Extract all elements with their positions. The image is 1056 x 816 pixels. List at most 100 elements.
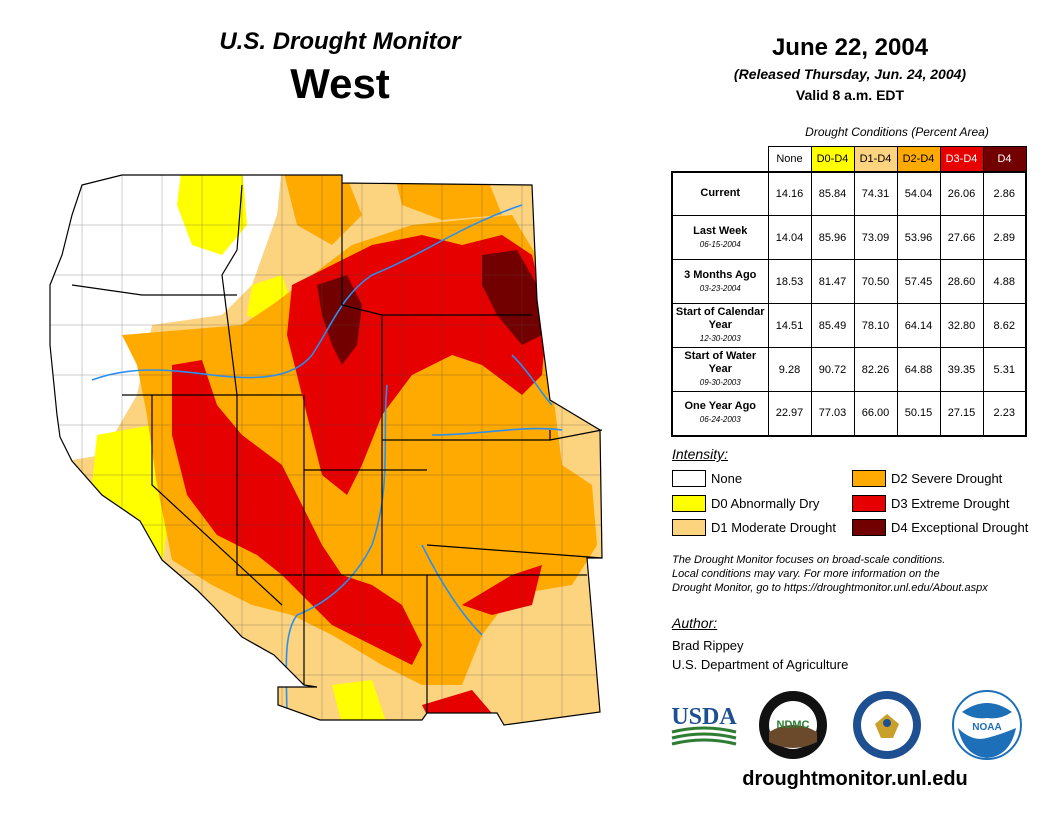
legend-item-d2: D2 Severe Drought <box>852 470 1002 487</box>
row-label: One Year Ago 06-24-2003 <box>671 391 769 436</box>
legend-item-d0: D0 Abnormally Dry <box>672 495 819 512</box>
value-cell: 14.51 <box>767 303 812 348</box>
note-line: The Drought Monitor focuses on broad-sca… <box>672 554 946 566</box>
value-cell: 64.88 <box>896 347 941 392</box>
noaa-logo-text: NOAA <box>972 722 1001 733</box>
row-label-text: Current <box>700 187 741 200</box>
header-d0-d4: D0-D4 <box>810 146 855 172</box>
row-label: Start of Water Year 09-30-2003 <box>671 347 769 392</box>
value-cell: 18.53 <box>767 259 812 304</box>
table-caption: Drought Conditions (Percent Area) <box>805 125 989 139</box>
value-cell: 9.28 <box>767 347 812 392</box>
table-row: One Year Ago 06-24-2003 22.97 77.03 66.00… <box>671 391 1027 436</box>
partner-logos: USDA NDMC NOAA <box>670 690 1040 760</box>
row-date: 03-23-2004 <box>699 283 741 293</box>
value-cell: 27.66 <box>939 215 984 260</box>
row-label: Start of Calendar Year 12-30-2003 <box>671 303 769 348</box>
row-date: 06-15-2004 <box>699 239 741 249</box>
row-label: Last Week 06-15-2004 <box>671 215 769 260</box>
value-cell: 22.97 <box>767 391 812 436</box>
value-cell: 82.26 <box>853 347 898 392</box>
header-blank-cell <box>672 147 768 172</box>
header-d2-d4: D2-D4 <box>896 146 941 172</box>
value-cell: 85.49 <box>810 303 855 348</box>
value-cell: 50.15 <box>896 391 941 436</box>
legend-swatch <box>852 495 886 512</box>
table-row: Start of Calendar Year 12-30-2003 14.51 8… <box>671 303 1027 348</box>
value-cell: 2.89 <box>982 215 1027 260</box>
value-cell: 8.62 <box>982 303 1027 348</box>
value-cell: 14.16 <box>767 171 812 216</box>
table-row: 3 Months Ago 03-23-2004 18.53 81.47 70.50… <box>671 259 1027 304</box>
row-date: 06-24-2003 <box>699 415 741 425</box>
header-d1-d4: D1-D4 <box>853 146 898 172</box>
value-cell: 78.10 <box>853 303 898 348</box>
value-cell: 5.31 <box>982 347 1027 392</box>
row-label: 3 Months Ago 03-23-2004 <box>671 259 769 304</box>
value-cell: 54.04 <box>896 171 941 216</box>
row-date: 09-30-2003 <box>699 378 741 387</box>
legend-label: D4 Exceptional Drought <box>891 520 1029 535</box>
note-line: Drought Monitor, go to https://droughtmo… <box>672 582 988 594</box>
legend-swatch <box>852 519 886 536</box>
value-cell: 32.80 <box>939 303 984 348</box>
table-header-row: None D0-D4 D1-D4 D2-D4 D3-D4 D4 <box>672 146 1027 172</box>
region-title: West <box>290 60 390 107</box>
value-cell: 85.84 <box>810 171 855 216</box>
legend-title: Intensity: <box>672 446 729 462</box>
table-row: Last Week 06-15-2004 14.04 85.96 73.09 53… <box>671 215 1027 260</box>
legend-label: D1 Moderate Drought <box>711 520 837 535</box>
value-cell: 73.09 <box>853 215 898 260</box>
disclaimer-note: The Drought Monitor focuses on broad-sca… <box>672 553 1042 595</box>
row-label: Current <box>671 171 769 216</box>
value-cell: 2.86 <box>982 171 1027 216</box>
value-cell: 27.15 <box>939 391 984 436</box>
value-cell: 70.50 <box>853 259 898 304</box>
noaa-logo: NOAA <box>952 690 1022 765</box>
value-cell: 53.96 <box>896 215 941 260</box>
drought-map <box>42 165 612 775</box>
legend-swatch <box>852 470 886 487</box>
legend-item-d3: D3 Extreme Drought <box>852 495 1010 512</box>
row-label-text: 3 Months Ago <box>684 268 757 281</box>
header-d3-d4: D3-D4 <box>939 146 984 172</box>
value-cell: 26.06 <box>939 171 984 216</box>
row-label-text: Start of Calendar Year <box>675 306 765 331</box>
value-cell: 74.31 <box>853 171 898 216</box>
value-cell: 90.72 <box>810 347 855 392</box>
value-cell: 64.14 <box>896 303 941 348</box>
author-title: Author: <box>672 615 718 631</box>
commerce-seal <box>852 690 922 765</box>
ndmc-logo: NDMC <box>758 690 828 765</box>
map-date: June 22, 2004 <box>771 34 929 61</box>
legend-swatch <box>672 470 706 487</box>
date-block: June 22, 2004 (Released Thursday, Jun. 2… <box>660 34 1040 103</box>
table-row: Current 14.16 85.84 74.31 54.04 26.06 2.… <box>671 171 1027 216</box>
legend-swatch <box>672 519 706 536</box>
table-row: Start of Water Year 09-30-2003 9.28 90.72… <box>671 347 1027 392</box>
drought-conditions-table: None D0-D4 D1-D4 D2-D4 D3-D4 D4 Current … <box>671 146 1027 437</box>
valid-time: Valid 8 a.m. EDT <box>795 87 905 103</box>
legend-label: D0 Abnormally Dry <box>711 496 820 511</box>
legend-item-none: None <box>672 470 742 487</box>
site-url[interactable]: droughtmonitor.unl.edu <box>742 768 968 790</box>
row-date: 12-30-2003 <box>699 334 741 343</box>
value-cell: 77.03 <box>810 391 855 436</box>
usda-logo-text: USDA <box>671 704 737 730</box>
product-title: U.S. Drought Monitor <box>219 28 461 55</box>
row-label-text: Last Week <box>693 224 748 237</box>
legend-label: D2 Severe Drought <box>891 471 1003 486</box>
author-name: Brad Rippey <box>672 638 744 653</box>
value-cell: 57.45 <box>896 259 941 304</box>
value-cell: 28.60 <box>939 259 984 304</box>
value-cell: 85.96 <box>810 215 855 260</box>
note-line: Local conditions may vary. For more info… <box>672 568 940 580</box>
release-date: (Released Thursday, Jun. 24, 2004) <box>733 66 967 82</box>
legend-item-d4: D4 Exceptional Drought <box>852 519 1028 536</box>
row-label-text: Start of Water Year <box>684 350 757 375</box>
row-label-text: One Year Ago <box>684 400 757 413</box>
value-cell: 4.88 <box>982 259 1027 304</box>
value-cell: 14.04 <box>767 215 812 260</box>
header-d4: D4 <box>982 146 1027 172</box>
value-cell: 66.00 <box>853 391 898 436</box>
